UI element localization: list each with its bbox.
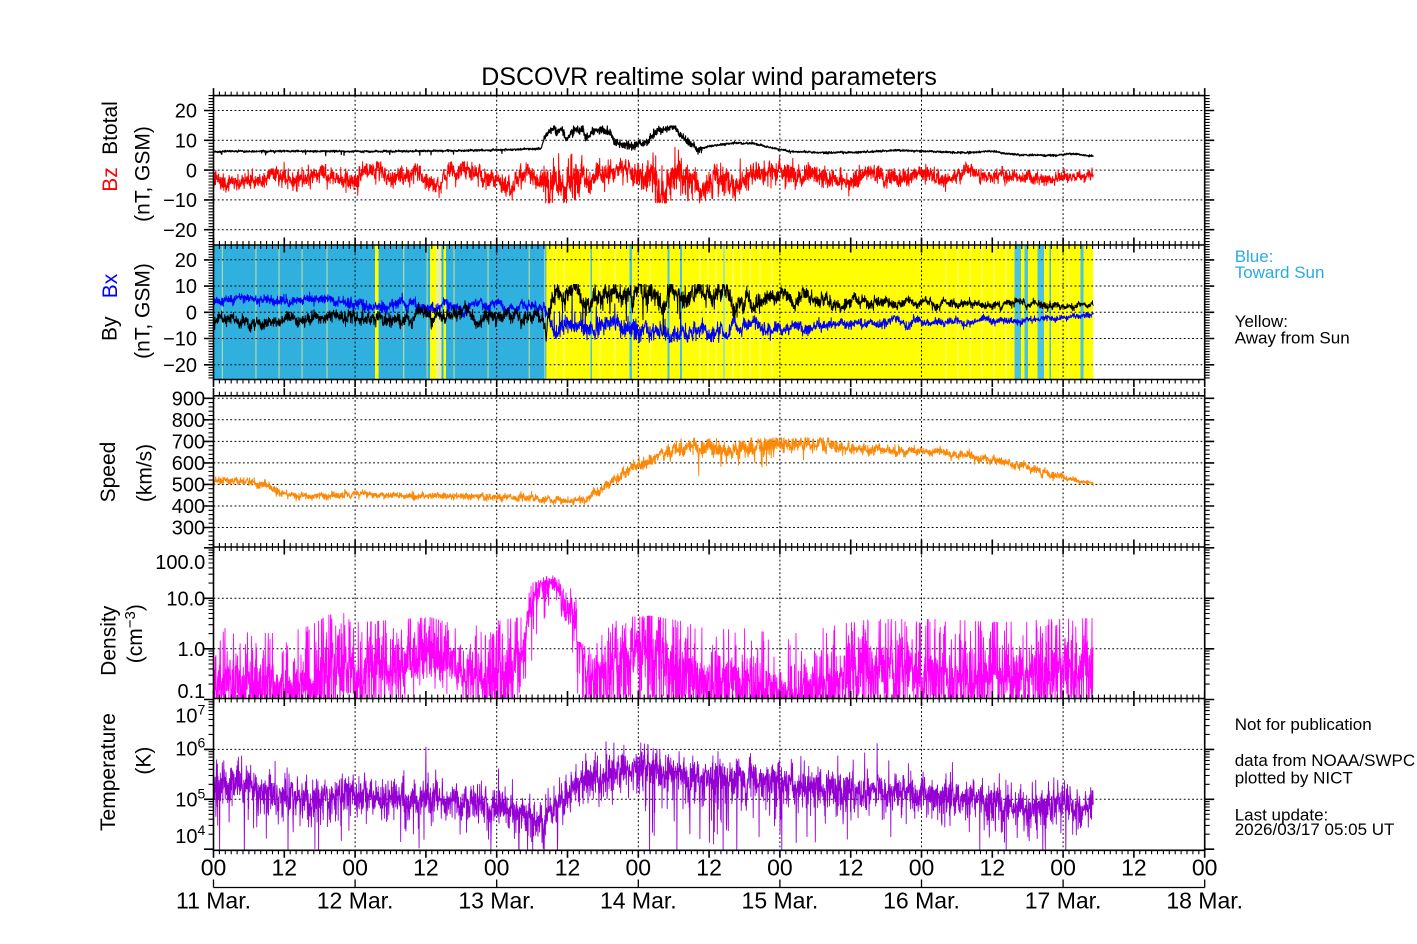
svg-text:17 Mar.: 17 Mar.	[1025, 887, 1102, 913]
svg-text:12: 12	[1121, 855, 1147, 881]
svg-text:Yellow:: Yellow:	[1235, 312, 1288, 331]
svg-text:0.1: 0.1	[177, 681, 205, 703]
svg-text:100.0: 100.0	[155, 552, 205, 574]
svg-text:400: 400	[172, 496, 205, 518]
svg-text:0: 0	[186, 160, 197, 182]
svg-text:DSCOVR realtime solar wind par: DSCOVR realtime solar wind parameters	[481, 63, 937, 91]
svg-text:300: 300	[172, 518, 205, 540]
svg-text:Btotal: Btotal	[99, 101, 122, 155]
svg-text:12 Mar.: 12 Mar.	[317, 887, 394, 913]
svg-text:15 Mar.: 15 Mar.	[742, 887, 819, 913]
svg-text:−10: −10	[163, 190, 197, 212]
svg-text:−20: −20	[163, 355, 197, 377]
svg-text:900: 900	[172, 389, 205, 411]
svg-text:−20: −20	[163, 220, 197, 242]
svg-text:2026/03/17 05:05 UT: 2026/03/17 05:05 UT	[1235, 820, 1395, 839]
svg-text:Away from Sun: Away from Sun	[1235, 329, 1350, 348]
svg-text:00: 00	[767, 855, 793, 881]
svg-text:00: 00	[626, 855, 652, 881]
svg-text:20: 20	[175, 101, 197, 123]
svg-text:00: 00	[484, 855, 510, 881]
svg-text:104: 104	[175, 822, 205, 848]
svg-text:Density: Density	[97, 605, 120, 676]
svg-text:10: 10	[175, 276, 197, 298]
svg-text:Not for publication: Not for publication	[1235, 715, 1372, 734]
svg-text:11 Mar.: 11 Mar.	[176, 887, 251, 913]
svg-text:00: 00	[1050, 855, 1076, 881]
svg-text:Blue:: Blue:	[1235, 247, 1274, 266]
svg-text:Toward Sun: Toward Sun	[1235, 263, 1325, 282]
svg-text:(K): (K)	[133, 747, 156, 775]
svg-text:00: 00	[909, 855, 935, 881]
svg-text:18 Mar.: 18 Mar.	[1166, 887, 1243, 913]
svg-text:(km/s): (km/s)	[134, 444, 157, 502]
svg-text:10.0: 10.0	[166, 589, 205, 611]
svg-text:600: 600	[172, 453, 205, 475]
svg-text:Bz: Bz	[99, 167, 122, 192]
svg-text:plotted by NICT: plotted by NICT	[1235, 768, 1353, 787]
svg-text:00: 00	[1192, 855, 1218, 881]
svg-text:−10: −10	[163, 329, 197, 351]
svg-text:12: 12	[696, 855, 722, 881]
svg-text:1.0: 1.0	[177, 639, 205, 661]
svg-text:20: 20	[175, 250, 197, 272]
svg-text:By: By	[98, 316, 121, 341]
svg-text:14 Mar.: 14 Mar.	[600, 887, 677, 913]
svg-text:Speed: Speed	[97, 442, 120, 503]
svg-text:(nT, GSM): (nT, GSM)	[132, 126, 155, 222]
svg-text:data from NOAA/SWPC: data from NOAA/SWPC	[1235, 751, 1415, 770]
svg-text:12: 12	[272, 855, 298, 881]
svg-text:0: 0	[186, 303, 197, 325]
svg-text:16 Mar.: 16 Mar.	[883, 887, 960, 913]
svg-text:00: 00	[201, 855, 227, 881]
svg-text:(nT, GSM): (nT, GSM)	[132, 263, 155, 359]
svg-text:12: 12	[838, 855, 864, 881]
svg-text:Bx: Bx	[99, 273, 122, 298]
svg-text:12: 12	[413, 855, 439, 881]
svg-text:10: 10	[175, 131, 197, 153]
svg-text:Temperature: Temperature	[97, 713, 120, 831]
svg-text:12: 12	[980, 855, 1006, 881]
svg-text:800: 800	[172, 410, 205, 432]
svg-text:500: 500	[172, 475, 205, 497]
svg-text:Last update:: Last update:	[1235, 806, 1329, 825]
svg-text:00: 00	[342, 855, 368, 881]
svg-text:700: 700	[172, 432, 205, 454]
svg-text:12: 12	[555, 855, 581, 881]
svg-text:13 Mar.: 13 Mar.	[458, 887, 535, 913]
